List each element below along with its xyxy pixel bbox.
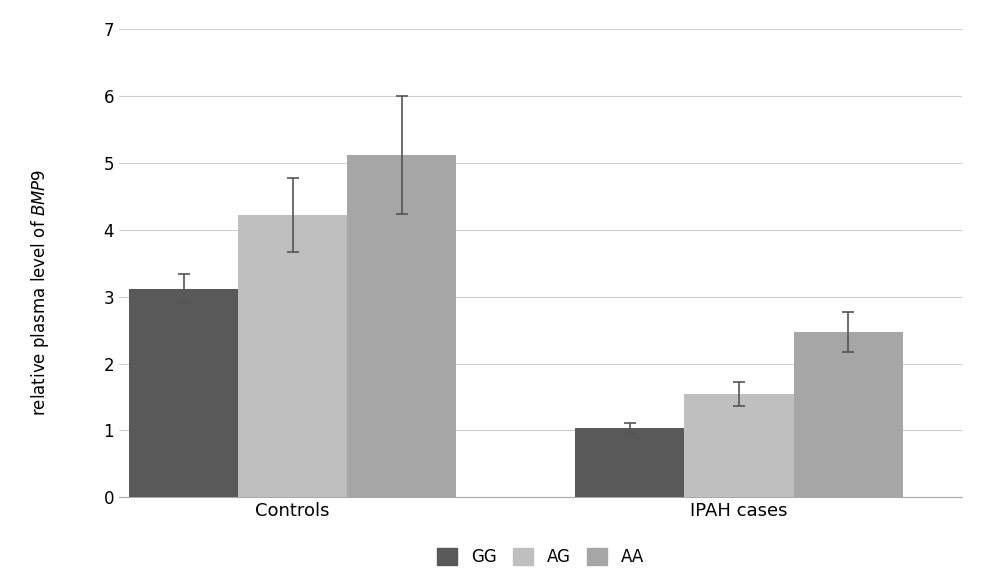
Legend: GG, AG, AA: GG, AG, AA — [431, 542, 651, 573]
Bar — [238, 215, 347, 497]
Bar — [129, 288, 238, 497]
Bar — [794, 332, 903, 497]
Bar — [684, 394, 794, 497]
Bar — [575, 428, 684, 497]
Bar — [347, 155, 456, 497]
Text: relative plasma level of $\it{BMP9}$: relative plasma level of $\it{BMP9}$ — [29, 169, 51, 416]
